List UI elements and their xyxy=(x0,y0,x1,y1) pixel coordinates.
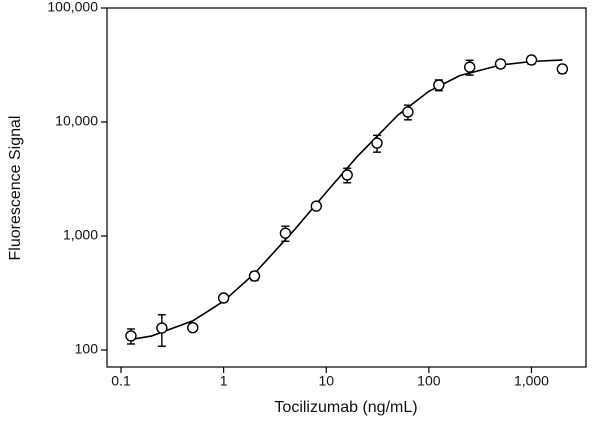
data-point xyxy=(217,292,230,304)
fit-curve xyxy=(128,59,563,341)
data-point xyxy=(248,270,261,282)
x-tick-label: 0.1 xyxy=(111,373,131,389)
y-tick-label: 1,000 xyxy=(63,227,98,243)
data-point xyxy=(156,322,168,334)
data-point xyxy=(279,227,292,239)
plot-frame xyxy=(106,7,587,368)
data-point xyxy=(463,61,476,73)
y-tick-label: 100,000 xyxy=(47,0,98,15)
data-point xyxy=(341,169,353,181)
data-point xyxy=(525,54,538,66)
x-tick-label: 1 xyxy=(220,373,228,389)
y-tick-label: 100 xyxy=(75,341,99,357)
data-point xyxy=(187,322,199,334)
data-point xyxy=(371,137,383,149)
x-tick-label: 100 xyxy=(417,373,441,389)
data-point xyxy=(310,200,323,212)
x-tick-label: 1,000 xyxy=(514,373,549,389)
data-point xyxy=(556,63,569,75)
data-point xyxy=(125,330,137,342)
data-point xyxy=(494,58,507,70)
data-point xyxy=(402,106,414,118)
x-tick-label: 10 xyxy=(318,373,334,389)
data-point xyxy=(433,79,445,91)
x-axis-label: Tocilizumab (ng/mL) xyxy=(274,399,417,416)
y-tick-label: 10,000 xyxy=(55,113,98,129)
y-axis-label: Fluorescence Signal xyxy=(7,116,24,261)
